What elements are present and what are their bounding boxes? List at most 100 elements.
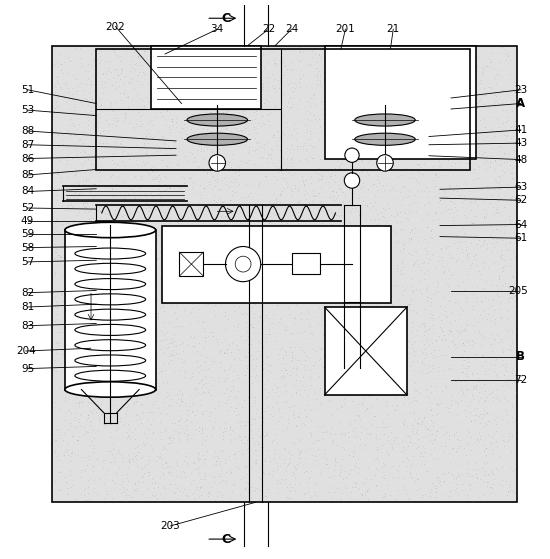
Point xyxy=(129,191,138,200)
Point xyxy=(250,458,259,467)
Point xyxy=(365,87,374,96)
Point xyxy=(357,110,366,119)
Point xyxy=(432,282,441,291)
Point xyxy=(242,180,251,189)
Point xyxy=(153,374,162,383)
Point xyxy=(178,201,186,210)
Point xyxy=(248,319,256,328)
Point xyxy=(428,351,437,360)
Point xyxy=(69,421,78,430)
Point xyxy=(367,64,376,73)
Point xyxy=(204,267,212,276)
Point xyxy=(229,244,238,253)
Point xyxy=(393,104,402,113)
Point xyxy=(76,397,85,406)
Point xyxy=(170,138,179,146)
Point xyxy=(311,286,320,295)
Point xyxy=(234,465,243,473)
Point xyxy=(399,245,408,254)
Point xyxy=(411,57,420,66)
Point xyxy=(242,47,251,56)
Point xyxy=(130,84,139,93)
Point xyxy=(366,155,375,164)
Point xyxy=(395,321,404,330)
Point xyxy=(378,492,387,501)
Point xyxy=(323,178,332,187)
Point xyxy=(384,132,393,141)
Point xyxy=(141,167,150,176)
Point xyxy=(467,416,476,425)
Point xyxy=(191,286,200,295)
Point xyxy=(482,62,491,71)
Point xyxy=(276,366,285,375)
Point xyxy=(156,241,165,250)
Point xyxy=(478,69,487,78)
Point xyxy=(336,53,345,62)
Point xyxy=(129,397,138,406)
Point xyxy=(346,173,355,182)
Point xyxy=(475,437,483,446)
Point xyxy=(161,366,169,375)
Point xyxy=(214,374,223,383)
Point xyxy=(453,126,461,135)
Point xyxy=(235,220,244,229)
Point xyxy=(223,385,232,394)
Text: C: C xyxy=(221,12,230,25)
Point xyxy=(213,452,222,461)
Point xyxy=(104,439,113,448)
Point xyxy=(129,323,138,332)
Point xyxy=(285,169,294,178)
Point xyxy=(336,359,345,368)
Point xyxy=(426,293,435,302)
Point xyxy=(499,348,508,357)
Point xyxy=(422,385,431,394)
Point xyxy=(380,359,389,368)
Point xyxy=(310,240,318,249)
Point xyxy=(116,88,124,97)
Point xyxy=(475,267,484,276)
Point xyxy=(481,386,490,395)
Point xyxy=(274,476,283,485)
Point xyxy=(149,149,158,158)
Point xyxy=(222,179,230,188)
Point xyxy=(283,482,292,491)
Point xyxy=(262,358,271,367)
Point xyxy=(419,118,428,127)
Point xyxy=(262,154,271,163)
Point xyxy=(246,82,255,91)
Point xyxy=(129,161,138,170)
Point xyxy=(487,125,496,134)
Point xyxy=(432,101,441,110)
Point xyxy=(237,215,246,224)
Point xyxy=(276,77,284,86)
Point xyxy=(368,238,377,247)
Point xyxy=(509,487,518,496)
Point xyxy=(324,206,333,215)
Point xyxy=(333,181,342,190)
Point xyxy=(155,176,164,185)
Point xyxy=(249,367,257,376)
Point xyxy=(160,245,168,254)
Point xyxy=(208,254,217,263)
Point xyxy=(142,143,151,152)
Point xyxy=(477,68,486,77)
Point xyxy=(209,172,218,181)
Point xyxy=(158,494,167,503)
Point xyxy=(71,93,80,102)
Point xyxy=(204,240,213,249)
Point xyxy=(168,434,177,443)
Point xyxy=(235,432,244,441)
Point xyxy=(128,63,136,72)
Point xyxy=(388,319,397,328)
Point xyxy=(410,378,419,387)
Point xyxy=(295,376,304,385)
Point xyxy=(470,405,478,414)
Point xyxy=(356,367,365,376)
Point xyxy=(348,224,357,233)
Point xyxy=(474,80,483,89)
Point xyxy=(290,78,299,87)
Point xyxy=(70,187,79,196)
Point xyxy=(344,196,353,205)
Point xyxy=(113,160,122,169)
Point xyxy=(496,159,505,168)
